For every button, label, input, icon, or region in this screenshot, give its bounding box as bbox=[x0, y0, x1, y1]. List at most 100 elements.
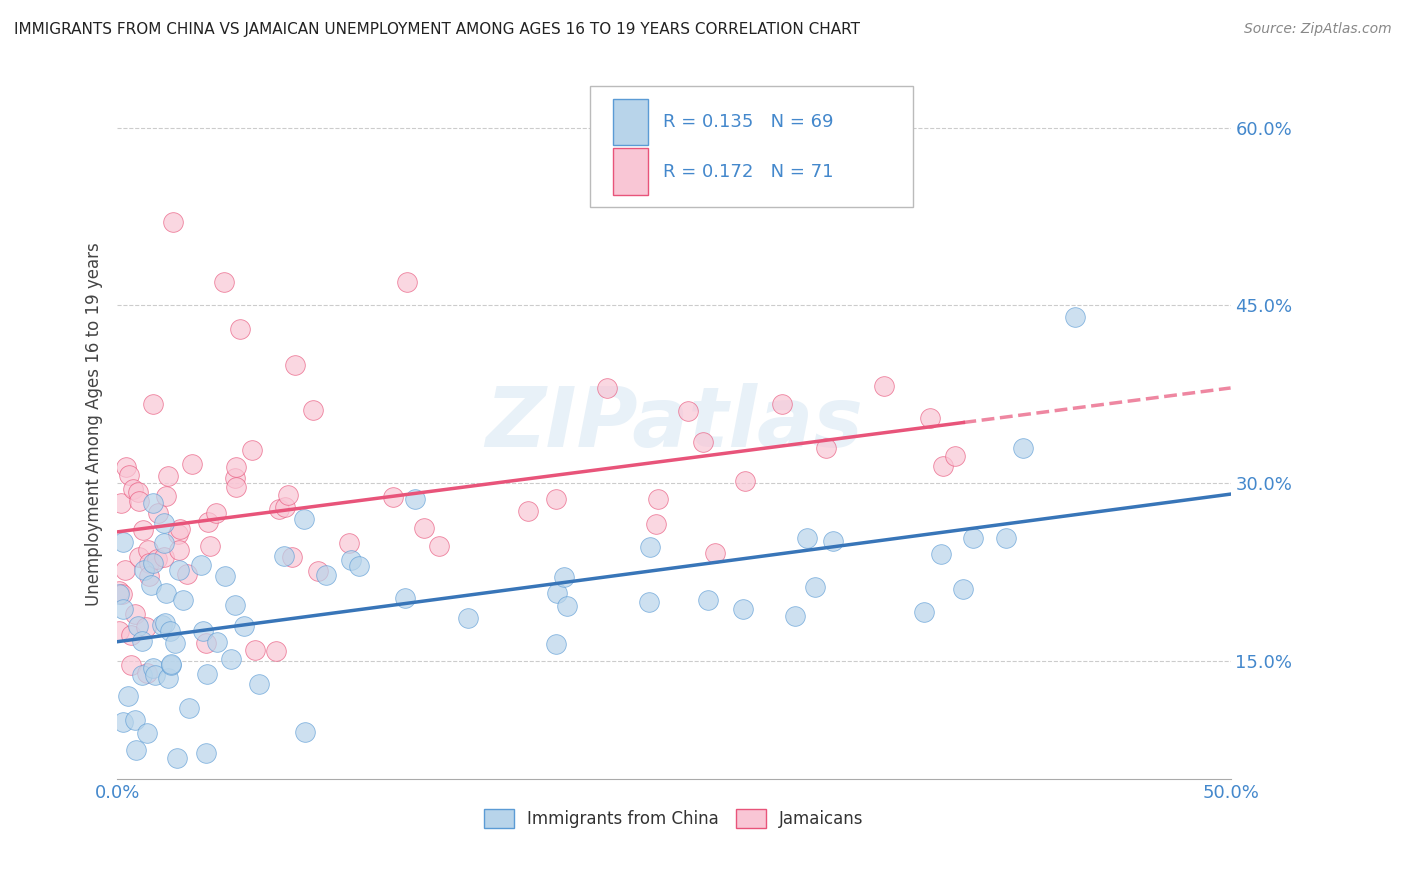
Point bbox=[176, 566, 198, 581]
Point bbox=[172, 592, 194, 607]
Point bbox=[142, 397, 165, 411]
Point bbox=[994, 531, 1017, 545]
Text: Source: ZipAtlas.com: Source: ZipAtlas.com bbox=[1244, 22, 1392, 37]
Point bbox=[152, 550, 174, 565]
Point bbox=[135, 620, 157, 634]
Point bbox=[1011, 441, 1033, 455]
Text: ZIPatlas: ZIPatlas bbox=[485, 384, 863, 464]
Point bbox=[804, 581, 827, 595]
Point bbox=[280, 549, 302, 564]
Point bbox=[200, 539, 222, 553]
Point bbox=[228, 322, 250, 336]
Point bbox=[143, 668, 166, 682]
Bar bbox=[613, 148, 648, 194]
Point bbox=[121, 483, 143, 497]
Point bbox=[132, 562, 155, 576]
Point bbox=[117, 689, 139, 703]
Point bbox=[160, 657, 183, 671]
Point bbox=[873, 378, 896, 392]
FancyBboxPatch shape bbox=[591, 87, 914, 207]
Point bbox=[195, 636, 218, 650]
Point bbox=[823, 534, 845, 549]
Point bbox=[962, 531, 984, 545]
Point bbox=[225, 460, 247, 475]
Y-axis label: Unemployment Among Ages 16 to 19 years: Unemployment Among Ages 16 to 19 years bbox=[86, 242, 103, 606]
Point bbox=[127, 619, 149, 633]
Point bbox=[546, 586, 568, 600]
Point bbox=[111, 602, 134, 616]
Point bbox=[124, 713, 146, 727]
Point bbox=[136, 543, 159, 558]
Text: R = 0.135   N = 69: R = 0.135 N = 69 bbox=[662, 112, 834, 131]
Point bbox=[197, 667, 219, 681]
Point bbox=[1063, 310, 1085, 325]
Point bbox=[676, 404, 699, 418]
Point bbox=[166, 526, 188, 541]
Point bbox=[111, 715, 134, 730]
Point bbox=[193, 624, 215, 638]
Point bbox=[337, 535, 360, 549]
Point bbox=[120, 658, 142, 673]
Point bbox=[704, 546, 727, 560]
Point bbox=[212, 275, 235, 289]
Text: R = 0.172   N = 71: R = 0.172 N = 71 bbox=[662, 162, 834, 180]
Point bbox=[381, 490, 404, 504]
Point bbox=[696, 592, 718, 607]
Point bbox=[146, 552, 169, 566]
Point bbox=[114, 563, 136, 577]
Text: IMMIGRANTS FROM CHINA VS JAMAICAN UNEMPLOYMENT AMONG AGES 16 TO 19 YEARS CORRELA: IMMIGRANTS FROM CHINA VS JAMAICAN UNEMPL… bbox=[14, 22, 860, 37]
Point bbox=[224, 471, 246, 485]
Point bbox=[148, 506, 170, 520]
Point bbox=[114, 460, 136, 475]
Point bbox=[128, 494, 150, 508]
Point bbox=[112, 534, 135, 549]
Point bbox=[427, 539, 450, 553]
Point bbox=[142, 556, 165, 570]
Point bbox=[138, 556, 160, 570]
Point bbox=[138, 569, 160, 583]
Point bbox=[142, 661, 165, 675]
Point bbox=[163, 636, 186, 650]
Legend: Immigrants from China, Jamaicans: Immigrants from China, Jamaicans bbox=[478, 802, 870, 835]
Point bbox=[204, 506, 226, 520]
Point bbox=[118, 467, 141, 482]
Point bbox=[413, 520, 436, 534]
Point bbox=[247, 677, 270, 691]
Point bbox=[177, 701, 200, 715]
Point bbox=[233, 619, 256, 633]
Point bbox=[912, 606, 935, 620]
Point bbox=[647, 491, 669, 506]
Point bbox=[315, 568, 337, 582]
Point bbox=[159, 624, 181, 638]
Point bbox=[160, 658, 183, 673]
Point bbox=[131, 667, 153, 681]
Point bbox=[167, 543, 190, 558]
Point bbox=[516, 504, 538, 518]
Point bbox=[190, 558, 212, 572]
Point bbox=[952, 582, 974, 597]
Point bbox=[136, 665, 159, 680]
Point bbox=[153, 516, 176, 530]
Point bbox=[167, 563, 190, 577]
Point bbox=[162, 215, 184, 229]
Point bbox=[155, 489, 177, 503]
Point bbox=[108, 586, 131, 600]
Point bbox=[124, 607, 146, 622]
Point bbox=[131, 634, 153, 648]
Point bbox=[815, 442, 838, 456]
Point bbox=[194, 746, 217, 760]
Point bbox=[142, 496, 165, 510]
Point bbox=[785, 609, 807, 624]
Point bbox=[153, 535, 176, 549]
Point bbox=[692, 434, 714, 449]
Point bbox=[284, 358, 307, 372]
Point bbox=[139, 578, 162, 592]
Point bbox=[128, 549, 150, 564]
Point bbox=[734, 474, 756, 488]
Point bbox=[214, 569, 236, 583]
Point bbox=[943, 449, 966, 463]
Point bbox=[121, 627, 143, 641]
Point bbox=[292, 512, 315, 526]
Point bbox=[157, 469, 180, 483]
Point bbox=[277, 488, 299, 502]
